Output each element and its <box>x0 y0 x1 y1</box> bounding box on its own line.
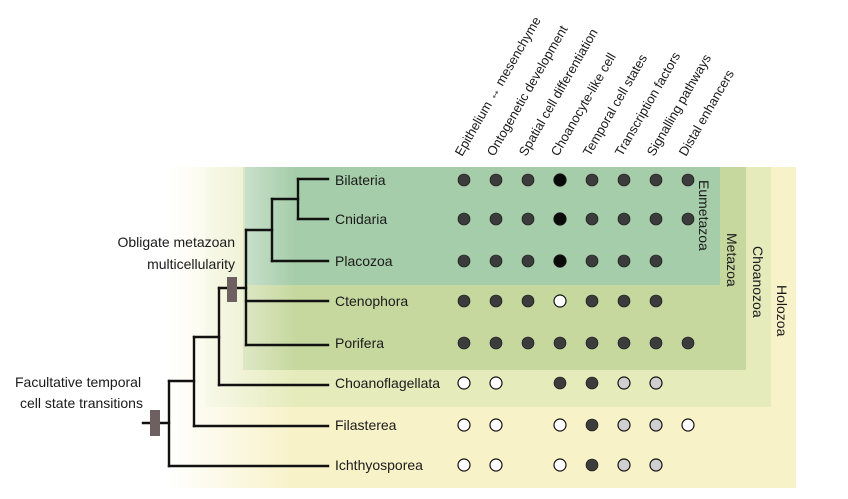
trait-dot-dark <box>457 336 471 350</box>
obligate-annotation-line1: Obligate metazoan <box>117 234 235 250</box>
trait-dot-dark <box>553 336 567 350</box>
trait-dot-dark <box>521 173 535 187</box>
trait-dot-dark <box>489 254 503 268</box>
trait-dot-dark <box>681 336 695 350</box>
facultative-annotation-line2: cell state transitions <box>20 395 143 411</box>
trait-dot-dark <box>649 173 663 187</box>
trait-dot-dark <box>649 336 663 350</box>
trait-dot-white <box>553 458 567 472</box>
phylogenetic-tree <box>141 177 330 468</box>
trait-dot-dark <box>649 254 663 268</box>
taxa-labels: Bilateria Cnidaria Placozoa Ctenophora Porif… <box>335 172 440 473</box>
eumetazoa-label: Eumetazoa <box>696 180 712 251</box>
trait-dot-dark <box>457 173 471 187</box>
trait-dot-dark <box>521 212 535 226</box>
trait-dot-white <box>457 376 471 390</box>
taxon-label: Porifera <box>335 335 384 351</box>
fade-overlay <box>165 160 295 495</box>
trait-dot-dark <box>617 212 631 226</box>
taxon-label: Ichthyosporea <box>335 457 423 473</box>
trait-dot-dark <box>489 173 503 187</box>
trait-dot-dark <box>585 418 599 432</box>
choanozoa-label: Choanozoa <box>750 246 766 318</box>
trait-dot-white <box>489 418 503 432</box>
trait-dot-dark <box>489 336 503 350</box>
trait-dot-dark <box>617 254 631 268</box>
trait-dot-dark <box>681 173 695 187</box>
taxon-label: Choanoflagellata <box>335 375 440 391</box>
trait-dot-dark <box>489 212 503 226</box>
trait-dot-dark <box>585 376 599 390</box>
trait-dot-black <box>553 173 567 187</box>
metazoa-label: Metazoa <box>724 233 740 287</box>
eumetazoa-box <box>245 167 720 285</box>
trait-dot-dark <box>457 212 471 226</box>
taxon-label: Filasterea <box>335 417 397 433</box>
trait-dot-dark <box>585 336 599 350</box>
trait-dot-dark <box>617 294 631 308</box>
holozoa-label: Holozoa <box>774 285 790 337</box>
trait-dot-white <box>553 294 567 308</box>
trait-dot-grey <box>617 376 631 390</box>
trait-dot-dark <box>457 294 471 308</box>
trait-dot-white <box>553 418 567 432</box>
trait-dot-dark <box>617 173 631 187</box>
trait-dot-dark <box>553 376 567 390</box>
trait-dot-dark <box>585 254 599 268</box>
trait-dot-white <box>457 458 471 472</box>
trait-dot-grey <box>617 418 631 432</box>
trait-dot-grey <box>649 376 663 390</box>
trait-dot-dark <box>521 294 535 308</box>
trait-dot-dark <box>681 212 695 226</box>
trait-dot-grey <box>649 418 663 432</box>
trait-dot-white <box>681 418 695 432</box>
trait-dot-dark <box>585 212 599 226</box>
trait-dot-dark <box>457 254 471 268</box>
facultative-annotation-line1: Facultative temporal <box>15 374 141 390</box>
trait-dot-dark <box>617 336 631 350</box>
trait-dot-black <box>553 212 567 226</box>
trait-matrix <box>457 173 695 472</box>
trait-dot-dark <box>521 336 535 350</box>
obligate-multicellularity-marker <box>227 277 237 302</box>
trait-dot-dark <box>521 254 535 268</box>
trait-dot-dark <box>585 173 599 187</box>
trait-dot-dark <box>649 212 663 226</box>
trait-dot-white <box>489 376 503 390</box>
trait-dot-grey <box>649 458 663 472</box>
taxon-label: Bilateria <box>335 172 386 188</box>
trait-dot-dark <box>489 294 503 308</box>
taxon-label: Ctenophora <box>335 293 408 309</box>
trait-dot-black <box>553 254 567 268</box>
trait-dot-dark <box>585 294 599 308</box>
facultative-transitions-marker <box>150 410 160 436</box>
trait-dot-white <box>489 458 503 472</box>
trait-dot-white <box>457 418 471 432</box>
taxon-label: Placozoa <box>335 253 393 269</box>
obligate-annotation-line2: multicellularity <box>147 256 235 272</box>
trait-dot-dark <box>649 294 663 308</box>
trait-dot-dark <box>585 458 599 472</box>
trait-dot-grey <box>617 458 631 472</box>
taxon-label: Cnidaria <box>335 211 387 227</box>
